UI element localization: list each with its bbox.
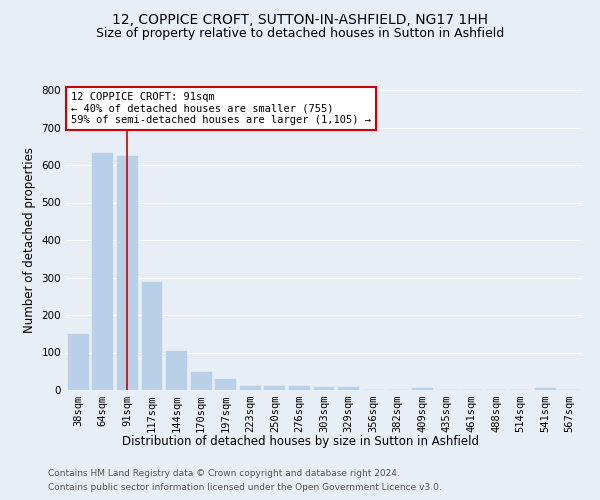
Bar xyxy=(92,153,113,390)
Bar xyxy=(412,388,433,390)
Y-axis label: Number of detached properties: Number of detached properties xyxy=(23,147,36,333)
Text: Contains HM Land Registry data © Crown copyright and database right 2024.: Contains HM Land Registry data © Crown c… xyxy=(48,468,400,477)
Text: Distribution of detached houses by size in Sutton in Ashfield: Distribution of detached houses by size … xyxy=(121,435,479,448)
Bar xyxy=(338,388,359,390)
Bar xyxy=(240,386,261,390)
Bar xyxy=(191,372,212,390)
Bar xyxy=(142,282,163,390)
Bar xyxy=(166,351,187,390)
Bar xyxy=(68,334,89,390)
Text: Size of property relative to detached houses in Sutton in Ashfield: Size of property relative to detached ho… xyxy=(96,28,504,40)
Bar xyxy=(314,387,334,390)
Text: 12, COPPICE CROFT, SUTTON-IN-ASHFIELD, NG17 1HH: 12, COPPICE CROFT, SUTTON-IN-ASHFIELD, N… xyxy=(112,12,488,26)
Bar xyxy=(535,388,556,390)
Bar xyxy=(215,379,236,390)
Text: Contains public sector information licensed under the Open Government Licence v3: Contains public sector information licen… xyxy=(48,484,442,492)
Bar xyxy=(289,386,310,390)
Bar xyxy=(117,156,138,390)
Bar xyxy=(265,386,286,390)
Text: 12 COPPICE CROFT: 91sqm
← 40% of detached houses are smaller (755)
59% of semi-d: 12 COPPICE CROFT: 91sqm ← 40% of detache… xyxy=(71,92,371,125)
